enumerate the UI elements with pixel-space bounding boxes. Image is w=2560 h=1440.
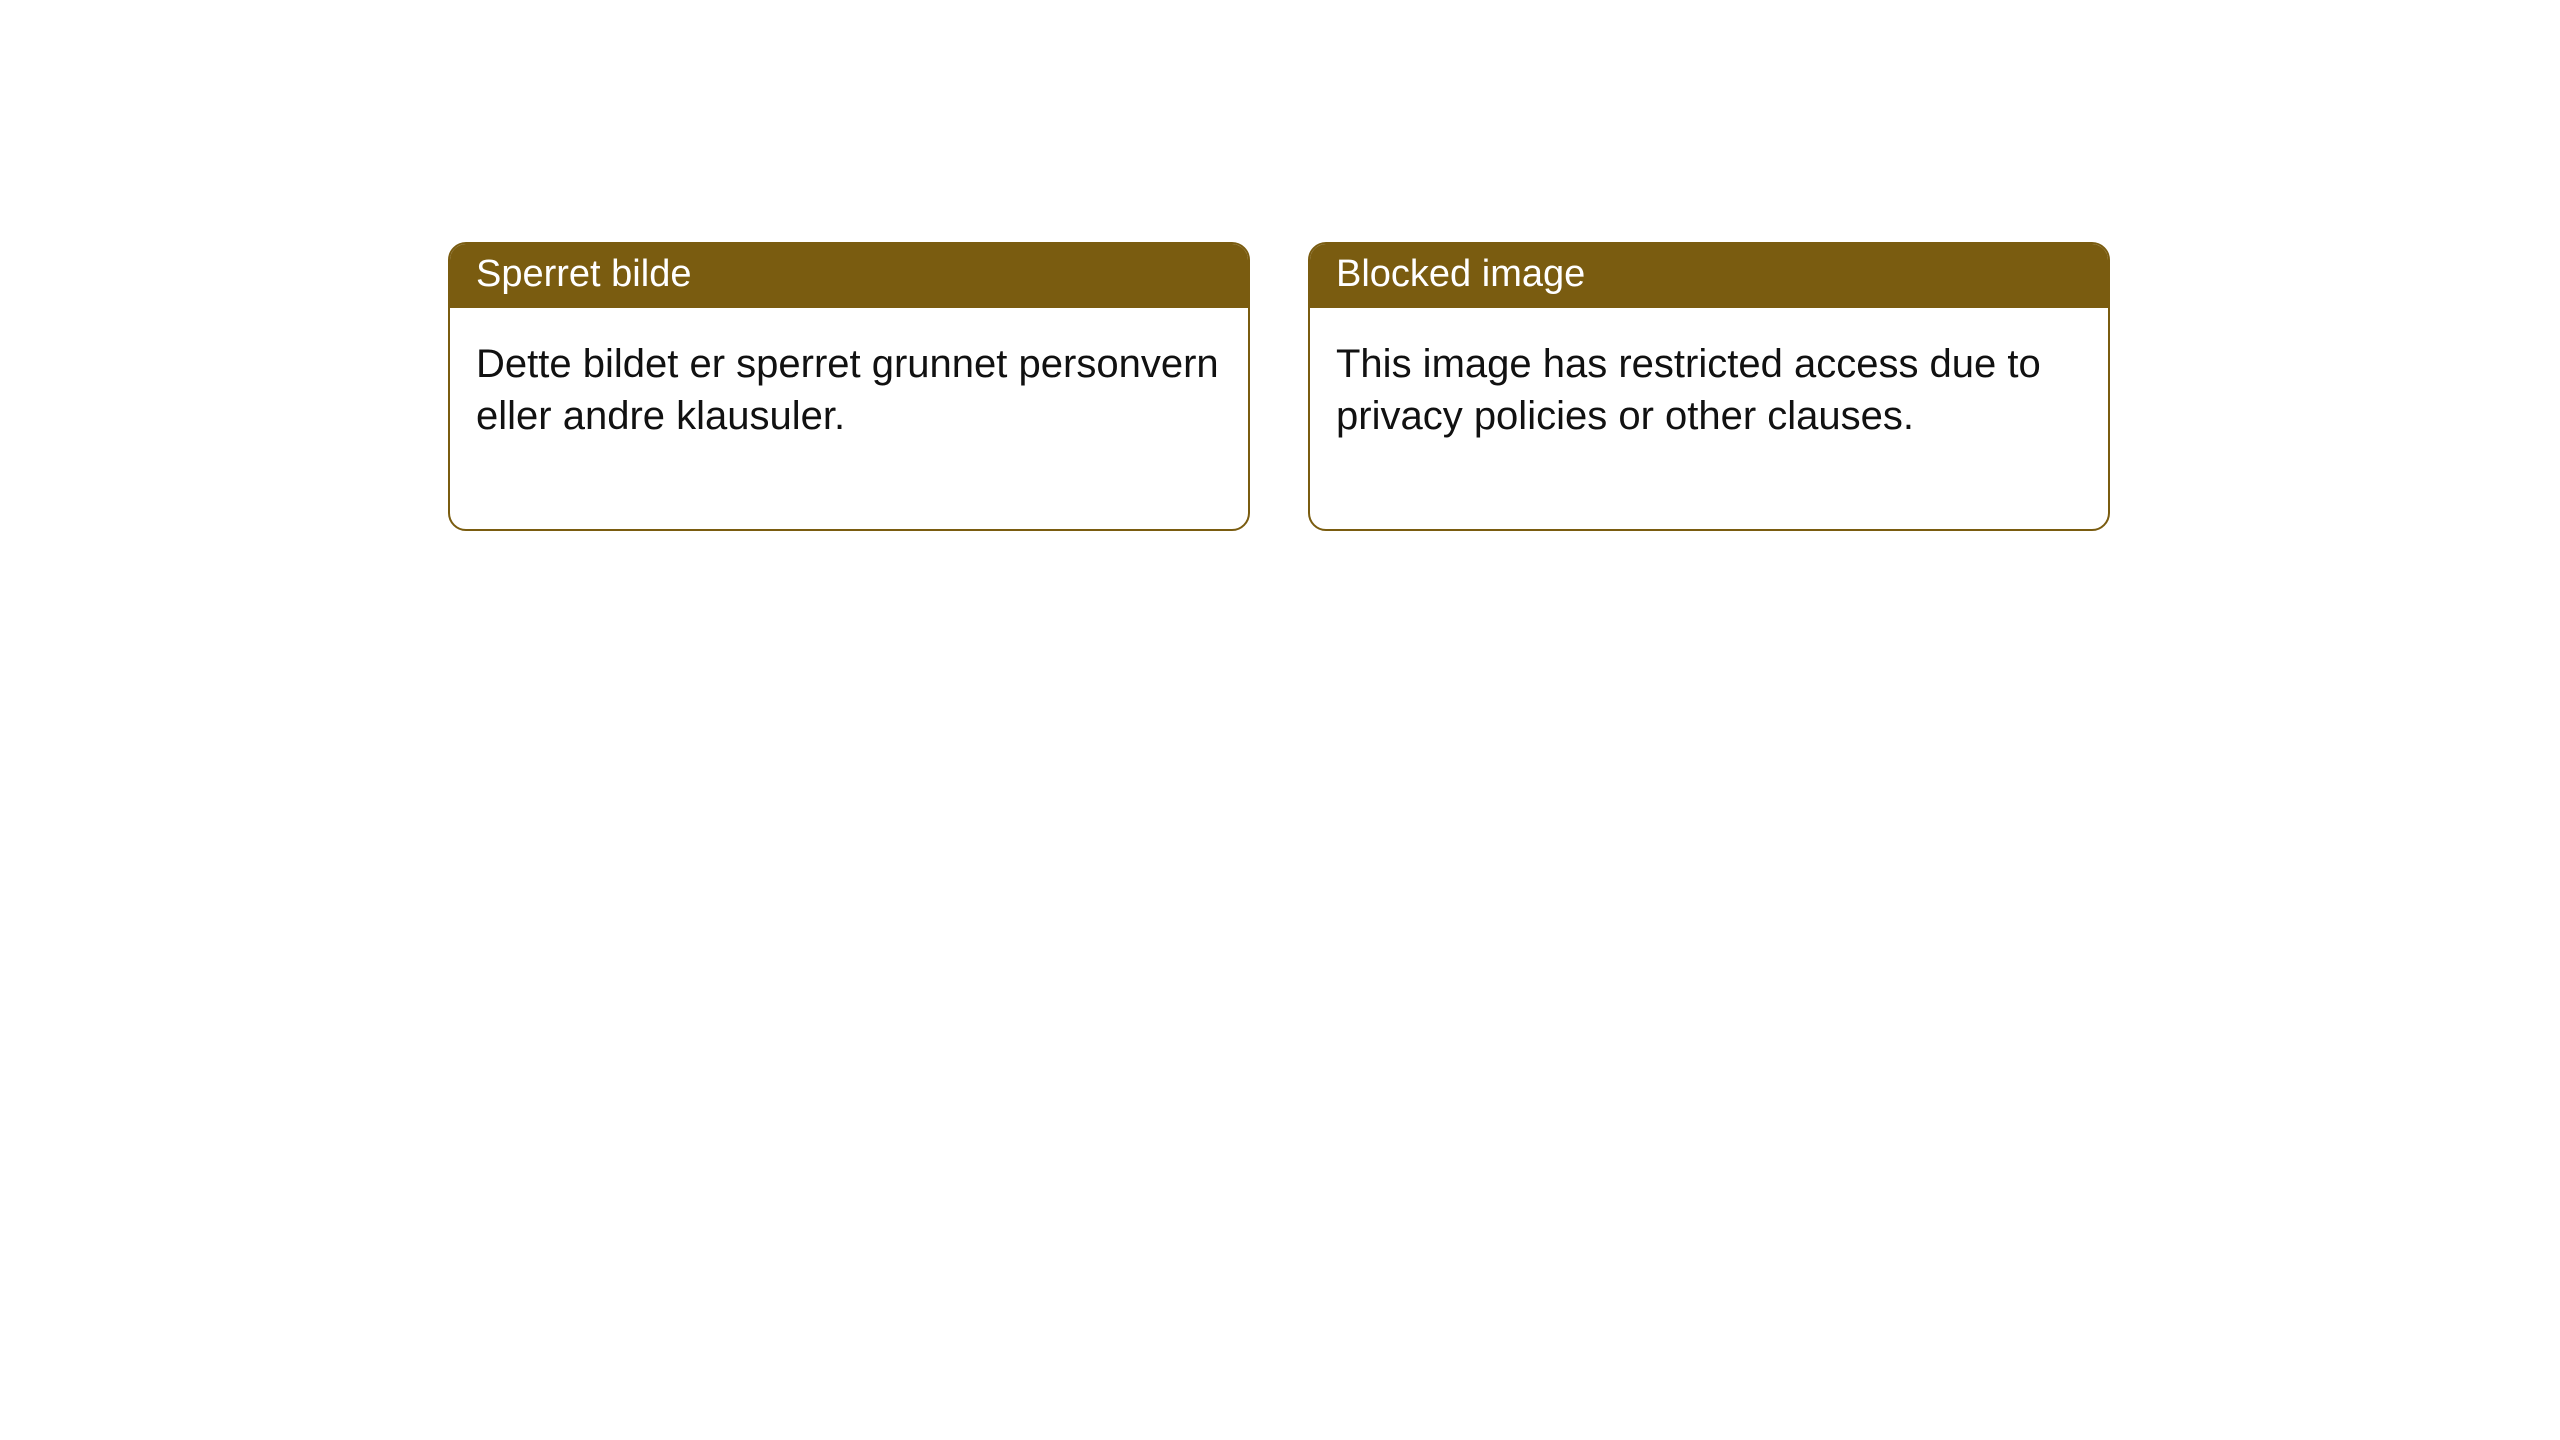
notice-header: Blocked image <box>1310 244 2108 308</box>
notice-body: This image has restricted access due to … <box>1310 308 2108 530</box>
notice-title: Blocked image <box>1336 253 1585 295</box>
notice-body: Dette bildet er sperret grunnet personve… <box>450 308 1248 530</box>
notice-text: Dette bildet er sperret grunnet personve… <box>476 342 1219 439</box>
notice-card-english: Blocked image This image has restricted … <box>1308 242 2110 531</box>
notice-container: Sperret bilde Dette bildet er sperret gr… <box>0 0 2560 531</box>
notice-text: This image has restricted access due to … <box>1336 342 2041 439</box>
notice-title: Sperret bilde <box>476 253 691 295</box>
notice-header: Sperret bilde <box>450 244 1248 308</box>
notice-card-norwegian: Sperret bilde Dette bildet er sperret gr… <box>448 242 1250 531</box>
